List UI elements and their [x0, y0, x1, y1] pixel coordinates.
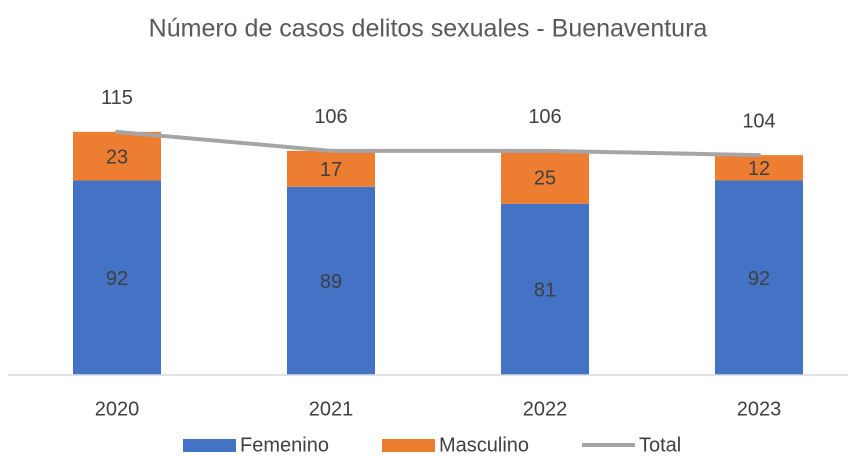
x-tick-label: 2022: [523, 398, 568, 420]
bar: [715, 155, 803, 181]
bar: [287, 186, 375, 375]
bar: [715, 180, 803, 375]
total-line: [115, 129, 761, 158]
data-label: 23: [106, 146, 128, 168]
data-label: 92: [748, 268, 770, 290]
legend-label: Masculino: [439, 434, 529, 456]
data-label: 89: [320, 271, 342, 293]
bar: [501, 203, 589, 375]
x-tick-label: 2023: [737, 398, 782, 420]
legend-label: Femenino: [240, 434, 329, 456]
data-label: 12: [748, 158, 770, 180]
x-tick-label: 2021: [309, 398, 354, 420]
legend-swatch: [183, 439, 236, 452]
data-label: 104: [742, 110, 775, 132]
data-label: 106: [528, 106, 561, 128]
data-label: 25: [534, 168, 556, 190]
x-tick-label: 2020: [95, 398, 140, 420]
data-label: 81: [534, 280, 556, 302]
bar: [287, 150, 375, 187]
bar: [73, 180, 161, 375]
legend-label: Total: [639, 434, 681, 456]
bar: [73, 131, 161, 181]
data-label: 115: [101, 87, 133, 109]
chart-title: Número de casos delitos sexuales - Buena…: [149, 15, 708, 43]
bar: [501, 150, 589, 204]
data-label: 17: [320, 159, 342, 181]
data-label: 106: [314, 106, 347, 128]
legend-swatch: [382, 439, 435, 452]
data-label: 92: [106, 268, 128, 290]
